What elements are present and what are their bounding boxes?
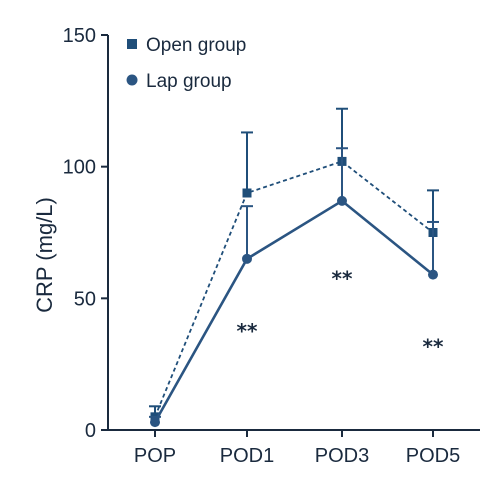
x-tick-label: POD5 [406, 445, 460, 467]
annotation-layer: ** ** ** [237, 266, 444, 358]
series-lap-group [149, 147, 439, 428]
y-tick-label: 100 [63, 157, 96, 179]
legend-marker [127, 39, 137, 49]
x-tick-label: POD3 [315, 445, 369, 467]
data-point [337, 195, 347, 206]
y-axis-label: CRP (mg/L) [32, 197, 57, 313]
data-point [242, 253, 252, 264]
series-line [154, 160, 434, 418]
axes: 0 50 100 150 POP POD1 POD3 POD5 [63, 25, 480, 467]
significance-marker: ** [423, 335, 444, 359]
data-point [150, 417, 160, 428]
y-tick-label: 0 [85, 420, 96, 442]
x-tick-label: POD1 [220, 445, 274, 467]
series-open-group [149, 107, 439, 422]
significance-marker: ** [237, 319, 258, 343]
legend-marker [126, 74, 138, 86]
legend-label: Open group [146, 35, 246, 56]
series-layer [149, 107, 439, 428]
series-line [153, 199, 434, 423]
y-tick-label: 50 [74, 288, 96, 310]
x-tick-label: POP [134, 445, 176, 467]
legend: Open group Lap group [126, 35, 246, 92]
data-point [242, 188, 252, 198]
y-tick-label: 150 [63, 25, 96, 47]
data-point [428, 269, 438, 280]
legend-label: Lap group [146, 71, 232, 92]
significance-marker: ** [332, 266, 353, 290]
